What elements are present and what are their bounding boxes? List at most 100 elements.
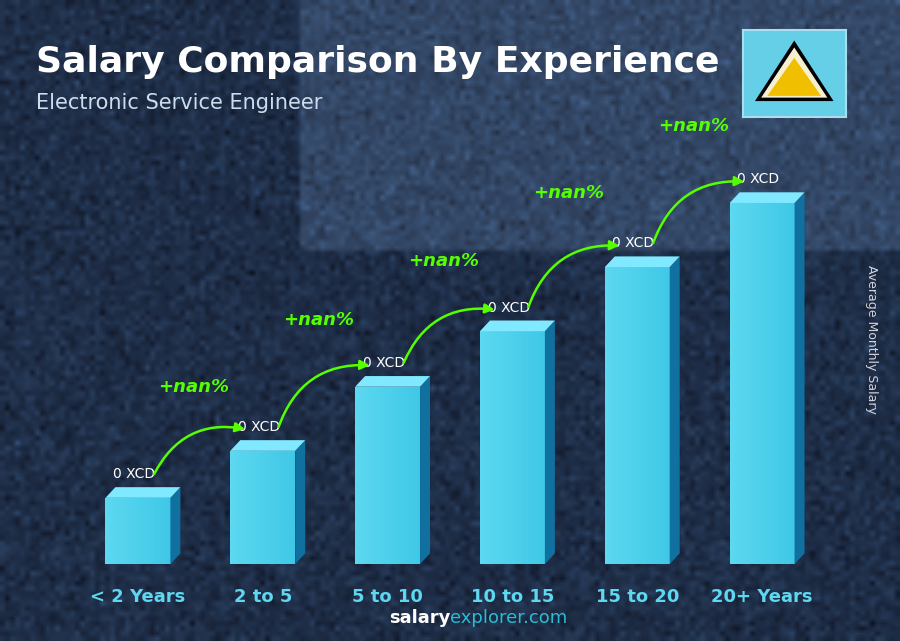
Polygon shape [616, 267, 618, 564]
Polygon shape [770, 203, 773, 564]
Polygon shape [605, 256, 680, 267]
Polygon shape [147, 498, 149, 564]
Polygon shape [504, 331, 506, 564]
Text: 0 XCD: 0 XCD [488, 301, 530, 315]
Polygon shape [642, 267, 644, 564]
Polygon shape [388, 387, 390, 564]
Polygon shape [235, 451, 237, 564]
Polygon shape [758, 203, 760, 564]
Polygon shape [125, 498, 127, 564]
Polygon shape [519, 331, 521, 564]
Polygon shape [668, 267, 670, 564]
Polygon shape [622, 267, 625, 564]
Polygon shape [752, 203, 753, 564]
Polygon shape [749, 203, 752, 564]
Polygon shape [489, 331, 491, 564]
Polygon shape [755, 40, 833, 101]
Polygon shape [295, 440, 305, 564]
Polygon shape [392, 387, 394, 564]
Polygon shape [119, 498, 121, 564]
Text: +nan%: +nan% [284, 311, 355, 329]
Polygon shape [781, 203, 784, 564]
Polygon shape [416, 387, 418, 564]
Polygon shape [625, 267, 626, 564]
Polygon shape [168, 498, 171, 564]
Polygon shape [648, 267, 651, 564]
Polygon shape [359, 387, 362, 564]
Polygon shape [663, 267, 666, 564]
Polygon shape [761, 47, 827, 97]
Polygon shape [364, 387, 366, 564]
Polygon shape [269, 451, 272, 564]
Polygon shape [790, 203, 793, 564]
Polygon shape [230, 451, 233, 564]
Polygon shape [114, 498, 116, 564]
Polygon shape [620, 267, 623, 564]
Polygon shape [130, 498, 131, 564]
Polygon shape [155, 498, 157, 564]
Polygon shape [487, 331, 489, 564]
Polygon shape [762, 203, 764, 564]
Polygon shape [650, 267, 652, 564]
Polygon shape [136, 498, 139, 564]
Polygon shape [795, 192, 805, 564]
Polygon shape [256, 451, 258, 564]
Polygon shape [769, 203, 771, 564]
Text: 2 to 5: 2 to 5 [234, 588, 292, 606]
Polygon shape [635, 267, 637, 564]
Polygon shape [377, 387, 379, 564]
Polygon shape [289, 451, 291, 564]
Polygon shape [243, 451, 246, 564]
Polygon shape [745, 203, 747, 564]
Text: 5 to 10: 5 to 10 [352, 588, 423, 606]
Polygon shape [500, 331, 502, 564]
Polygon shape [385, 387, 388, 564]
Polygon shape [105, 487, 180, 498]
Polygon shape [108, 498, 110, 564]
Polygon shape [779, 203, 782, 564]
Polygon shape [105, 498, 108, 564]
Text: 0 XCD: 0 XCD [363, 356, 405, 370]
Polygon shape [508, 331, 510, 564]
Polygon shape [151, 498, 153, 564]
Polygon shape [617, 267, 620, 564]
Polygon shape [127, 498, 130, 564]
Polygon shape [480, 331, 482, 564]
Polygon shape [611, 267, 614, 564]
Polygon shape [544, 320, 555, 564]
Polygon shape [659, 267, 662, 564]
Polygon shape [501, 331, 504, 564]
Polygon shape [374, 387, 377, 564]
Polygon shape [383, 387, 386, 564]
Polygon shape [626, 267, 629, 564]
Polygon shape [164, 498, 166, 564]
Polygon shape [159, 498, 162, 564]
Polygon shape [399, 387, 400, 564]
Text: 10 to 15: 10 to 15 [471, 588, 554, 606]
Text: +nan%: +nan% [658, 117, 729, 135]
Polygon shape [517, 331, 519, 564]
Polygon shape [484, 331, 487, 564]
Polygon shape [742, 203, 745, 564]
Text: 0 XCD: 0 XCD [737, 172, 779, 187]
Polygon shape [498, 331, 500, 564]
Polygon shape [607, 267, 609, 564]
Text: 0 XCD: 0 XCD [113, 467, 155, 481]
Polygon shape [370, 387, 373, 564]
Text: Average Monthly Salary: Average Monthly Salary [865, 265, 878, 414]
Polygon shape [265, 451, 267, 564]
Polygon shape [773, 203, 775, 564]
Text: +nan%: +nan% [533, 184, 604, 202]
Polygon shape [652, 267, 655, 564]
Polygon shape [278, 451, 280, 564]
Polygon shape [373, 387, 374, 564]
Polygon shape [140, 498, 142, 564]
Polygon shape [734, 203, 736, 564]
Polygon shape [379, 387, 382, 564]
Text: 0 XCD: 0 XCD [613, 237, 654, 251]
Polygon shape [515, 331, 517, 564]
Polygon shape [110, 498, 112, 564]
Polygon shape [665, 267, 668, 564]
Text: +nan%: +nan% [158, 378, 230, 396]
Polygon shape [411, 387, 414, 564]
